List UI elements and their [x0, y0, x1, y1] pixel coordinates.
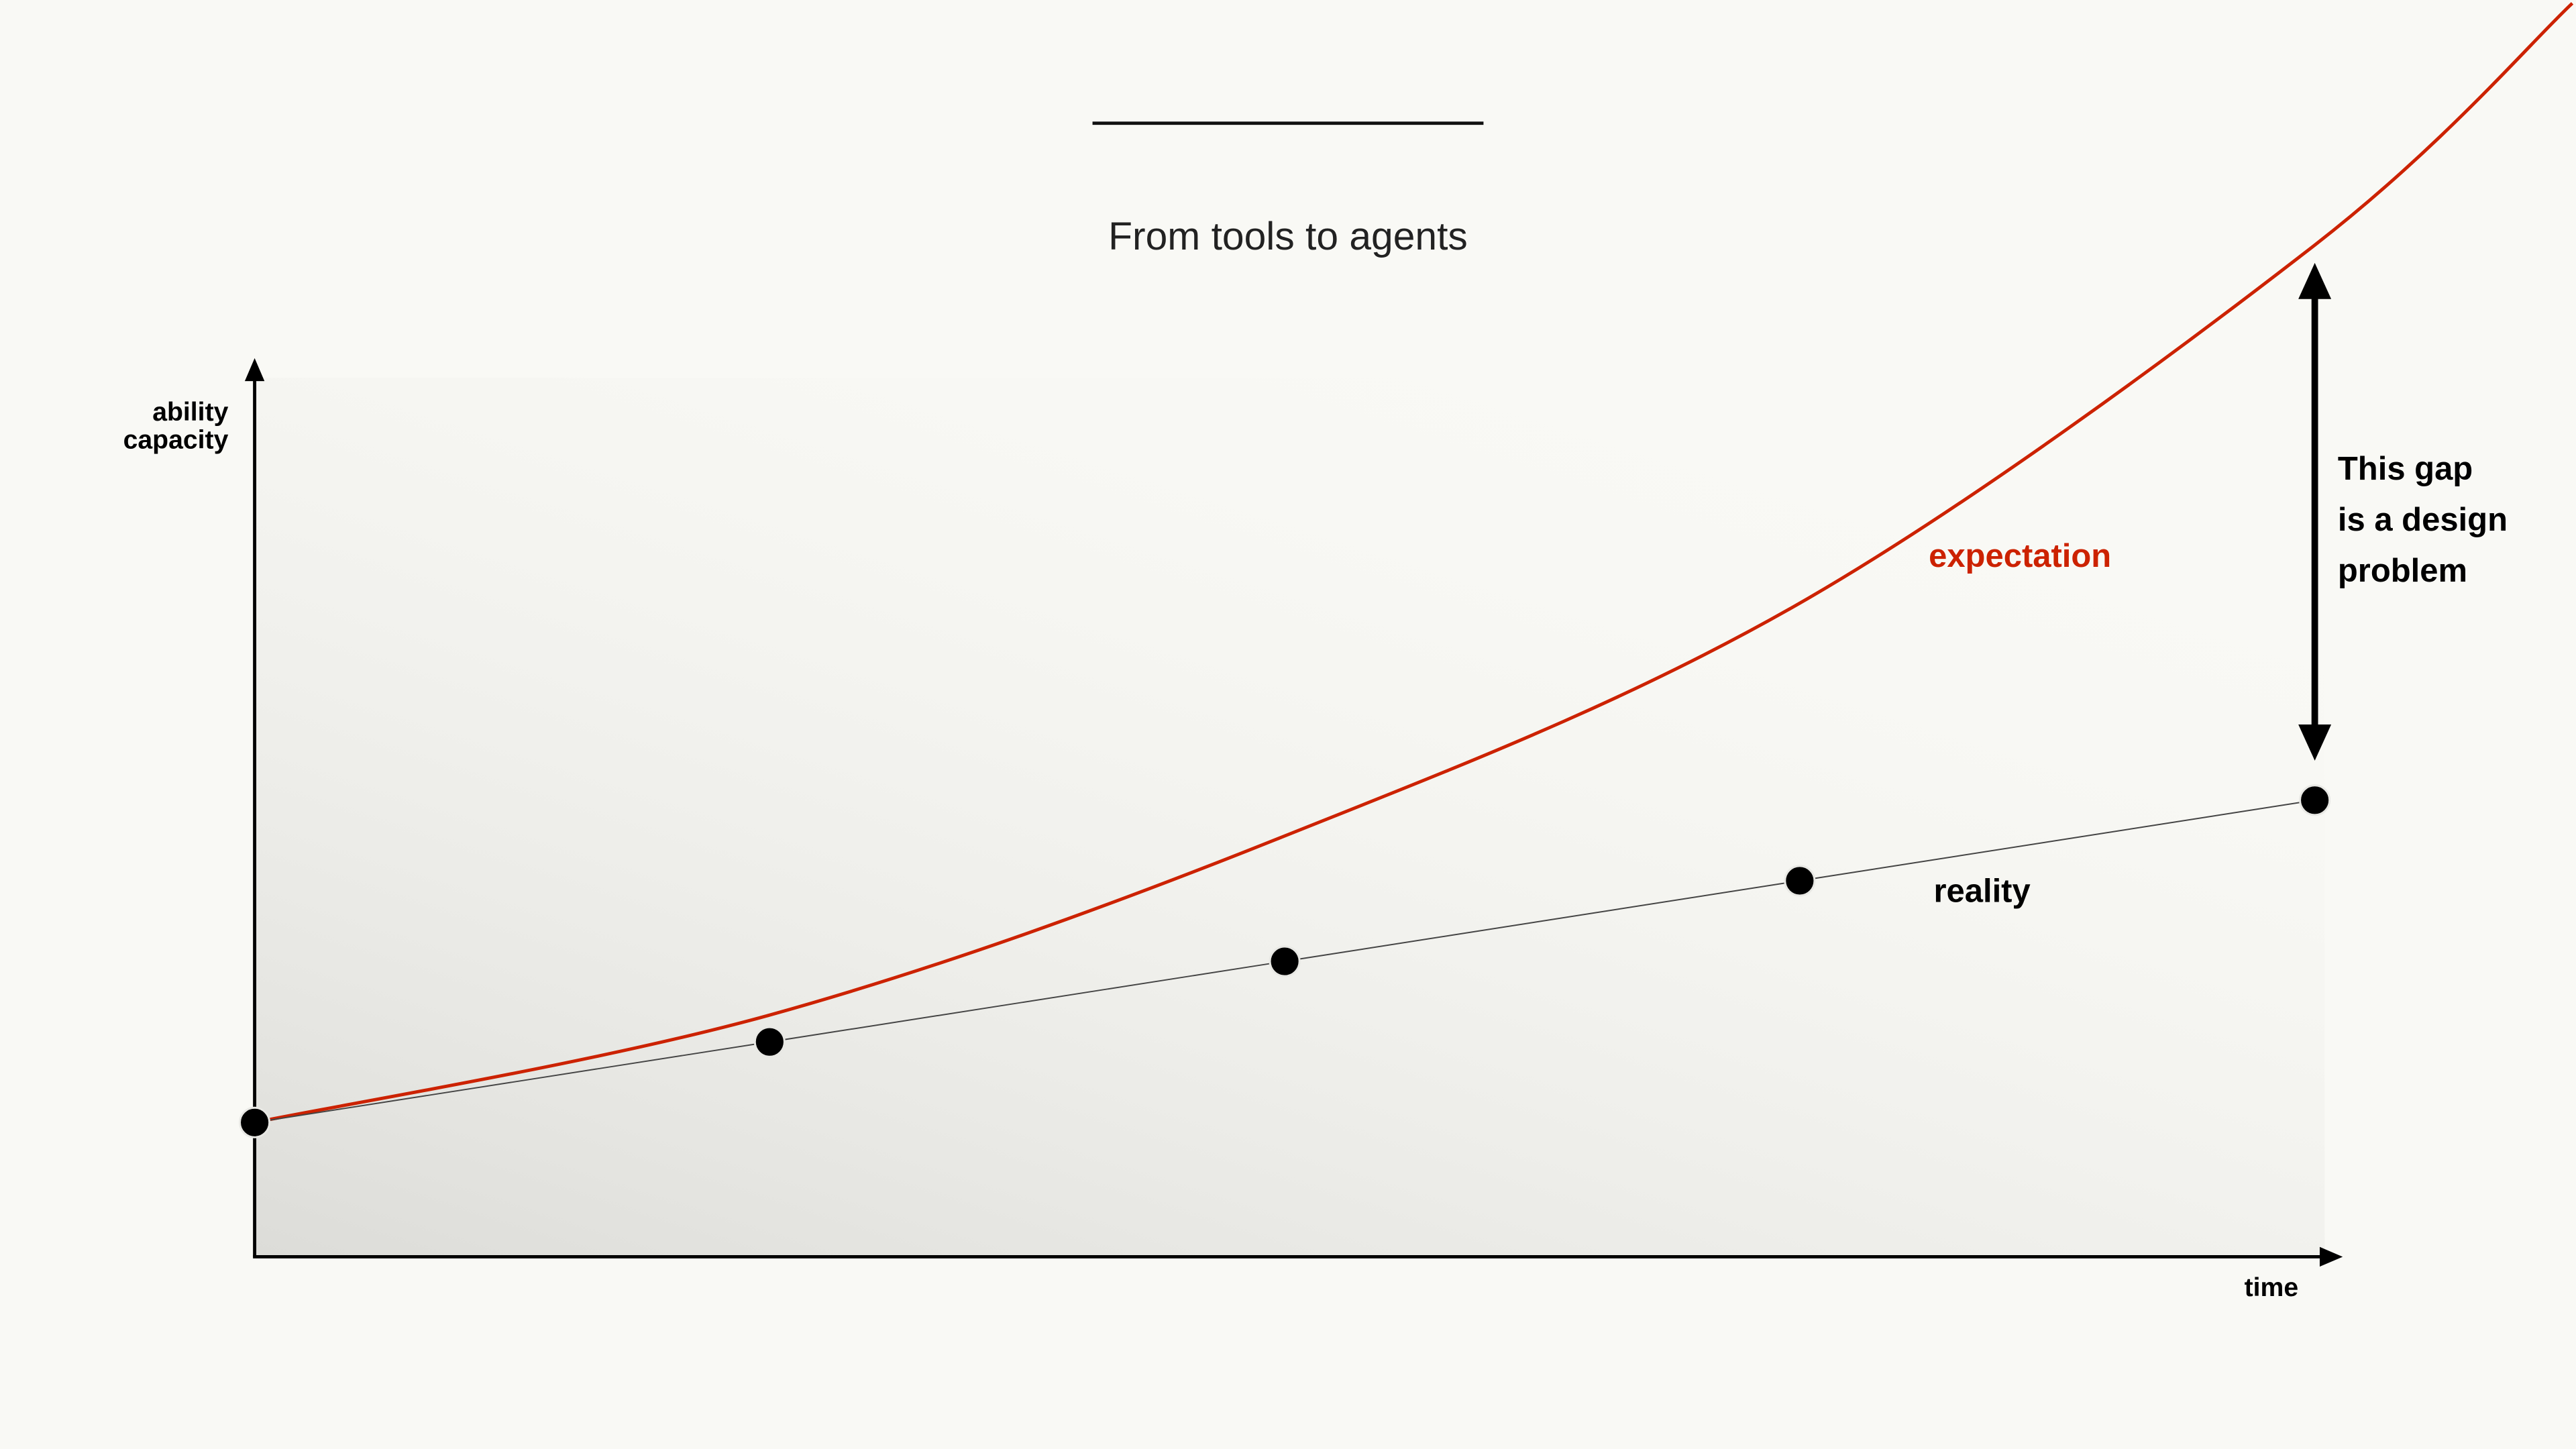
annotation-line-1: This gap [2338, 451, 2473, 487]
reality-label: reality [1933, 873, 2030, 909]
gap-arrow-head-up [2298, 262, 2332, 299]
y-axis-arrowhead [244, 358, 265, 382]
expectation-label: expectation [1929, 538, 2111, 574]
reality-point-2 [1269, 945, 1301, 977]
x-axis-arrowhead [2319, 1246, 2343, 1267]
series-layer [239, 2, 2574, 1138]
reality-point-4 [2299, 784, 2331, 816]
reality-point-1 [753, 1026, 786, 1058]
reality-point-3 [1784, 865, 1816, 897]
y-axis-label-line2: capacity [123, 426, 229, 455]
annotation-line-2: is a design [2338, 502, 2508, 538]
annotation-line-3: problem [2338, 553, 2467, 589]
y-axis-label-line1: ability [152, 398, 228, 427]
x-axis-label: time [2245, 1273, 2299, 1302]
slide-title: From tools to agents [1108, 215, 1468, 258]
reality-point-0 [239, 1106, 271, 1138]
plot-background [254, 378, 2325, 1257]
series-line-expectation [254, 2, 2574, 1124]
gap-arrow-head-down [2298, 724, 2332, 761]
